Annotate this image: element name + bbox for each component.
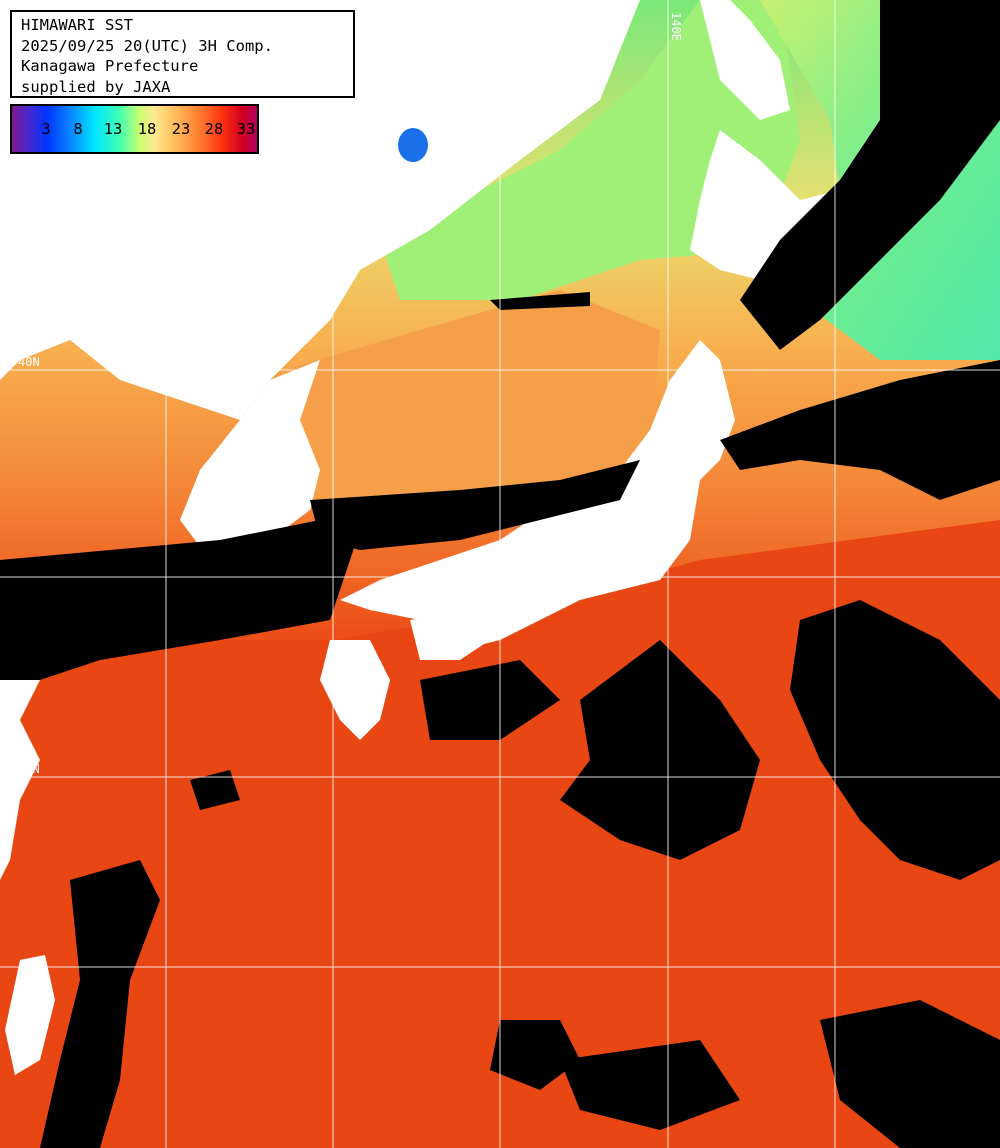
cloud-band-central <box>310 460 640 550</box>
colorbar-tick: 28 <box>204 120 224 138</box>
colorbar-tick: 33 <box>236 120 256 138</box>
kyushu-land <box>320 640 390 740</box>
cloud-mass-east <box>720 360 1000 500</box>
grid-label-30n: 30N <box>18 762 40 776</box>
grid-label-40n: 40N <box>18 355 40 369</box>
cloud-patch-3 <box>490 1020 580 1090</box>
cloud-patch-2 <box>420 660 560 740</box>
grid-label-140e: 140E <box>669 12 683 41</box>
colorbar-tick: 3 <box>41 120 51 138</box>
colorbar-tick: 13 <box>103 120 123 138</box>
cloud-mass-south <box>560 640 760 860</box>
honshu-land <box>340 340 735 650</box>
colorbar-tick: 23 <box>171 120 191 138</box>
timestamp-line: 2025/09/25 20(UTC) 3H Comp. <box>21 36 273 55</box>
taiwan-land <box>5 955 55 1075</box>
credit-line: supplied by JAXA <box>21 77 171 96</box>
temperature-colorbar: 3 8 13 18 23 28 33 <box>10 104 259 154</box>
lake-feature <box>398 128 428 162</box>
region-line: Kanagawa Prefecture <box>21 57 199 75</box>
cloud-mass-southwest <box>40 860 160 1148</box>
cloud-patch-1 <box>190 770 240 810</box>
shikoku-land <box>410 610 490 660</box>
info-box: HIMAWARI SST 2025/09/25 20(UTC) 3H Comp.… <box>10 10 355 98</box>
colorbar-tick: 18 <box>137 120 157 138</box>
cloud-streak <box>490 292 590 310</box>
korean-peninsula-land <box>180 360 320 600</box>
title-line: HIMAWARI SST <box>21 16 133 34</box>
cloud-mass-southeast <box>790 600 1000 880</box>
cloud-band-west <box>0 520 360 680</box>
sakhalin-land <box>660 0 790 120</box>
cloud-mass-northeast <box>740 0 1000 350</box>
sea-of-japan-region <box>250 290 660 510</box>
cloud-patch-5 <box>560 1040 740 1130</box>
cloud-patch-4 <box>820 1000 1000 1148</box>
colorbar-tick: 8 <box>73 120 83 138</box>
